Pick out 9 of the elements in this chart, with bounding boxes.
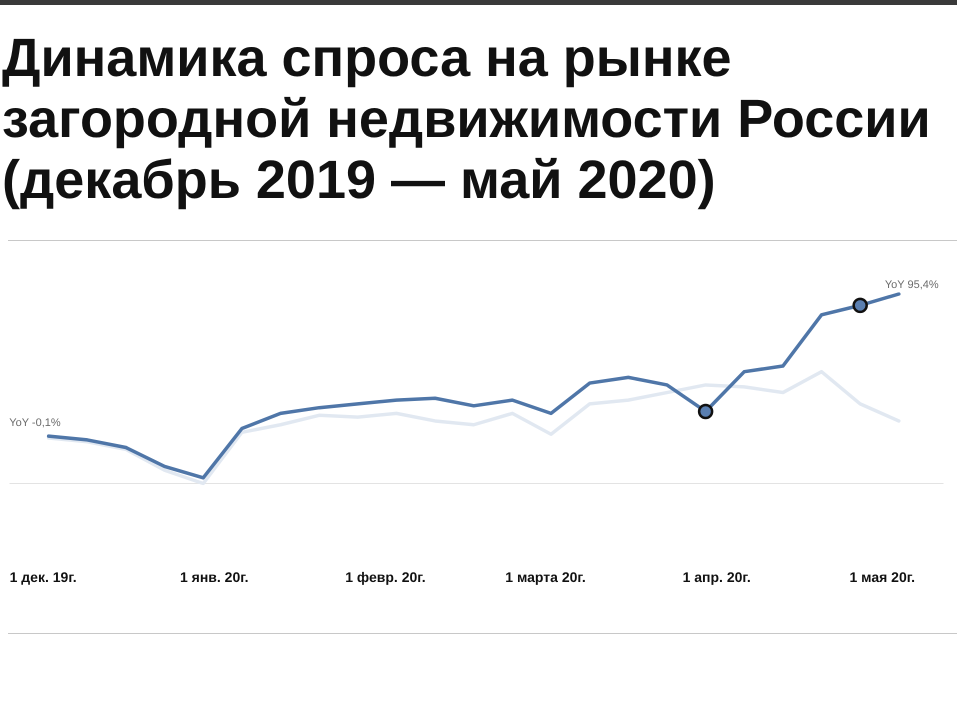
x-tick-label: 1 дек. 19г. — [10, 568, 77, 585]
x-tick-label: 1 февр. 20г. — [345, 568, 426, 585]
x-tick-label: 1 янв. 20г. — [180, 568, 249, 585]
x-tick-label: 1 апр. 20г. — [682, 568, 751, 585]
chart-title: Динамика спроса на рынке загородной недвижимости России (декабрь 2019 — май 2020) — [2, 28, 932, 211]
annotation: YoY -0,1% — [9, 417, 61, 430]
x-tick-label: 1 марта 20г. — [505, 568, 586, 585]
annotation: YoY 95,4% — [884, 279, 939, 291]
x-tick-label: 1 мая 20г. — [849, 568, 916, 585]
